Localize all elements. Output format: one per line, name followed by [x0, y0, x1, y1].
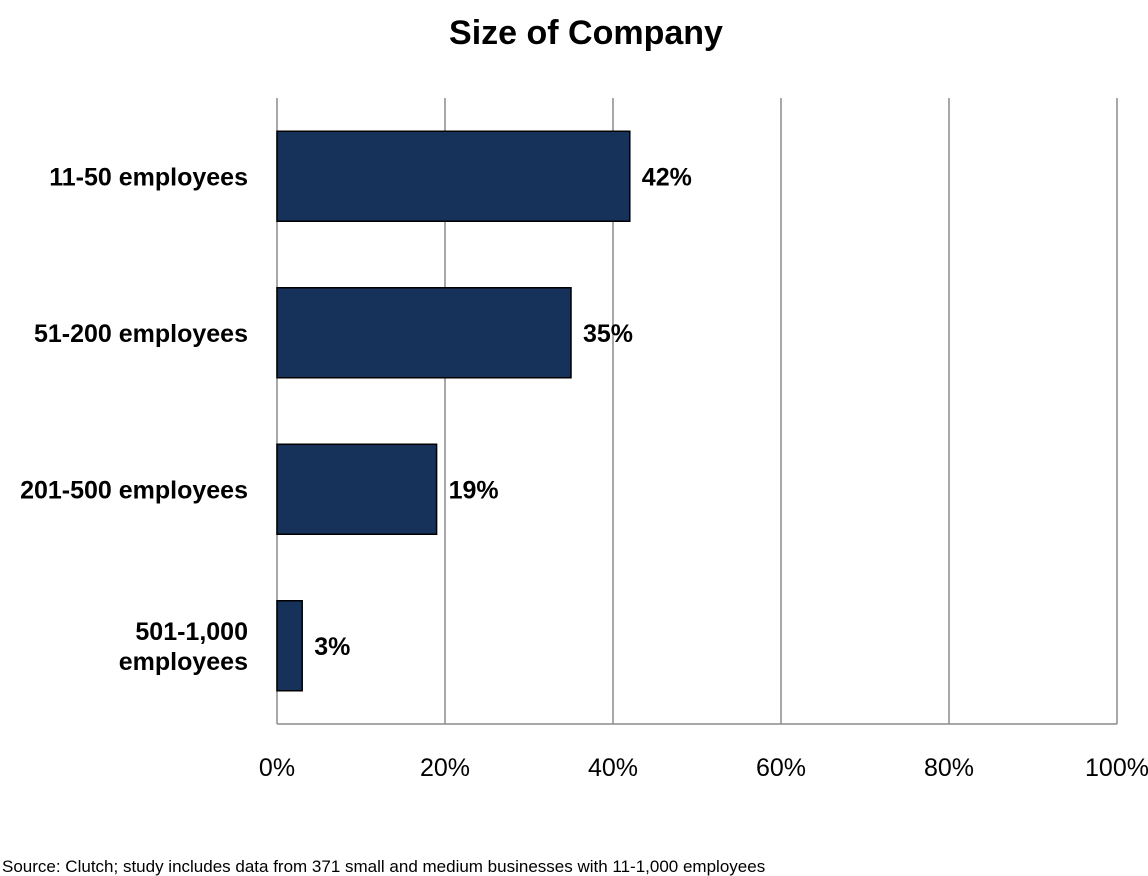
chart-title: Size of Company: [449, 14, 723, 52]
data-label: 19%: [449, 476, 499, 504]
x-tick-label: 60%: [756, 754, 806, 782]
x-tick-label: 80%: [924, 754, 974, 782]
bar: [276, 600, 303, 692]
source-note: Source: Clutch; study includes data from…: [2, 857, 765, 876]
bar: [276, 443, 438, 535]
labels: 11-50 employees 42% 51-200 employees 35% 201…: [20, 163, 692, 676]
x-tick-label: 100%: [1085, 754, 1148, 782]
data-label: 42%: [642, 163, 692, 191]
data-label: 35%: [583, 320, 633, 348]
bars: [276, 130, 631, 692]
bar: [276, 130, 631, 222]
bar: [276, 287, 572, 379]
x-axis-ticks: 0% 20% 40% 60% 80% 100%: [259, 754, 1148, 782]
category-label: 201-500 employees: [20, 476, 248, 504]
data-label: 3%: [314, 633, 350, 661]
category-label: 51-200 employees: [34, 320, 248, 348]
x-tick-label: 40%: [588, 754, 638, 782]
category-label: 501-1,000 employees: [119, 618, 248, 676]
category-label: 11-50 employees: [49, 163, 248, 191]
x-tick-label: 20%: [420, 754, 470, 782]
x-tick-label: 0%: [259, 754, 295, 782]
